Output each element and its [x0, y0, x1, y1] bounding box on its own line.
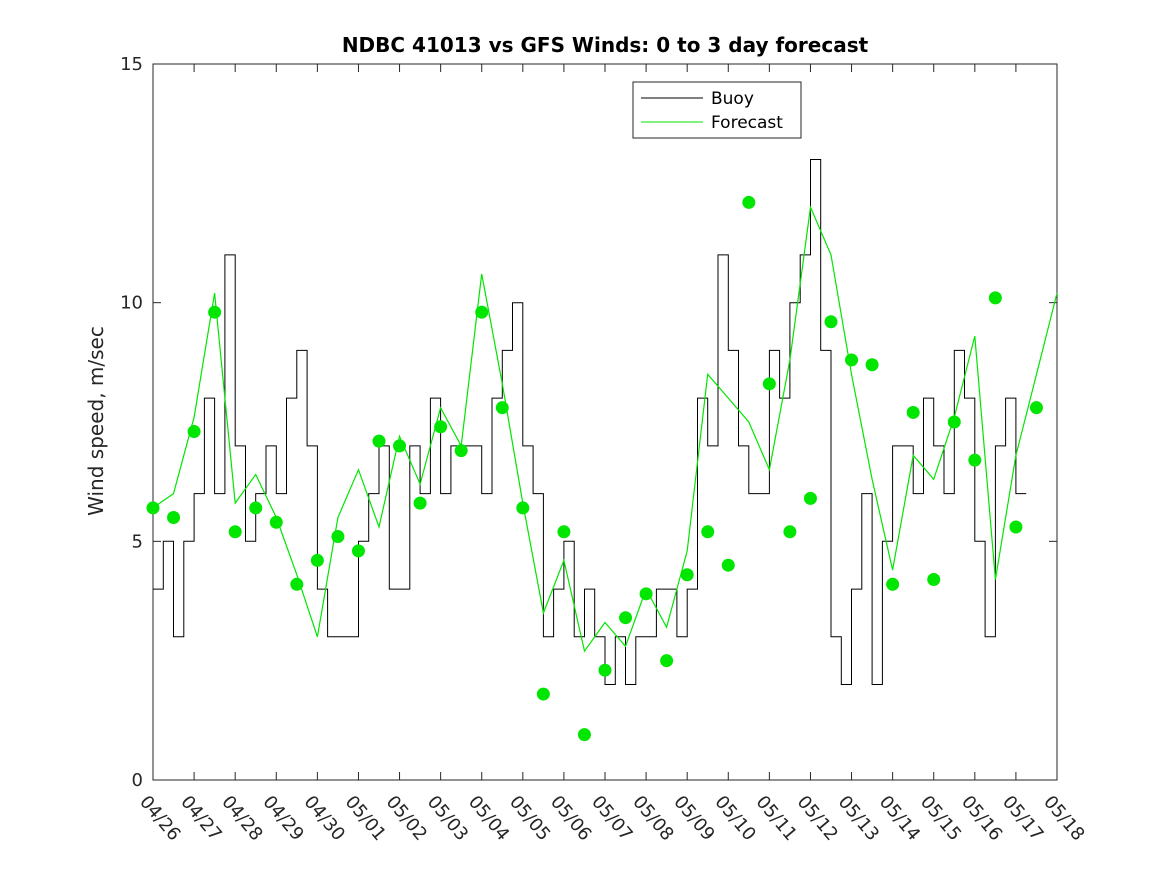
forecast-point	[331, 530, 345, 544]
forecast-point	[351, 544, 365, 558]
forecast-point	[495, 401, 509, 415]
buoy-line	[153, 159, 1027, 685]
forecast-points	[146, 195, 1043, 742]
legend: Buoy Forecast	[632, 81, 802, 139]
forecast-point	[742, 195, 756, 209]
y-tick-label: 0	[132, 770, 143, 791]
forecast-point	[310, 553, 324, 567]
forecast-point	[228, 525, 242, 539]
forecast-point	[803, 491, 817, 505]
forecast-point	[906, 405, 920, 419]
forecast-point	[290, 577, 304, 591]
legend-box	[632, 81, 802, 139]
legend-buoy-label: Buoy	[711, 89, 754, 109]
forecast-point	[516, 501, 530, 515]
forecast-line	[152, 204, 1058, 653]
forecast-point	[208, 305, 222, 319]
forecast-point	[167, 510, 181, 524]
forecast-point	[393, 439, 407, 453]
forecast-point	[886, 577, 900, 591]
forecast-series	[152, 204, 1058, 653]
legend-forecast-label: Forecast	[711, 113, 783, 133]
forecast-point	[968, 453, 982, 467]
forecast-point	[269, 515, 283, 529]
forecast-point	[947, 415, 961, 429]
y-tick-label: 10	[120, 293, 143, 314]
forecast-point	[413, 496, 427, 510]
forecast-point	[865, 358, 879, 372]
forecast-point	[927, 573, 941, 587]
forecast-point	[1029, 401, 1043, 415]
buoy-series	[153, 159, 1027, 685]
forecast-point	[475, 305, 489, 319]
forecast-point	[577, 728, 591, 742]
forecast-point	[187, 425, 201, 439]
y-tick-label: 15	[120, 54, 143, 75]
chart-title: NDBC 41013 vs GFS Winds: 0 to 3 day fore…	[342, 33, 869, 57]
forecast-point	[701, 525, 715, 539]
forecast-point	[1009, 520, 1023, 534]
forecast-point	[988, 291, 1002, 305]
forecast-point	[536, 687, 550, 701]
forecast-point	[598, 663, 612, 677]
forecast-point	[783, 525, 797, 539]
forecast-point	[146, 501, 160, 515]
forecast-point	[434, 420, 448, 434]
forecast-point	[680, 568, 694, 582]
forecast-point	[372, 434, 386, 448]
forecast-point	[845, 353, 859, 367]
forecast-point	[454, 444, 468, 458]
forecast-point	[639, 587, 653, 601]
forecast-point	[619, 611, 633, 625]
forecast-point	[721, 558, 735, 572]
y-axis-label: Wind speed, m/sec	[84, 326, 108, 516]
forecast-point	[557, 525, 571, 539]
y-tick-label: 5	[132, 531, 143, 552]
forecast-point	[824, 315, 838, 329]
forecast-point	[249, 501, 263, 515]
forecast-point	[660, 654, 674, 668]
forecast-point	[762, 377, 776, 391]
